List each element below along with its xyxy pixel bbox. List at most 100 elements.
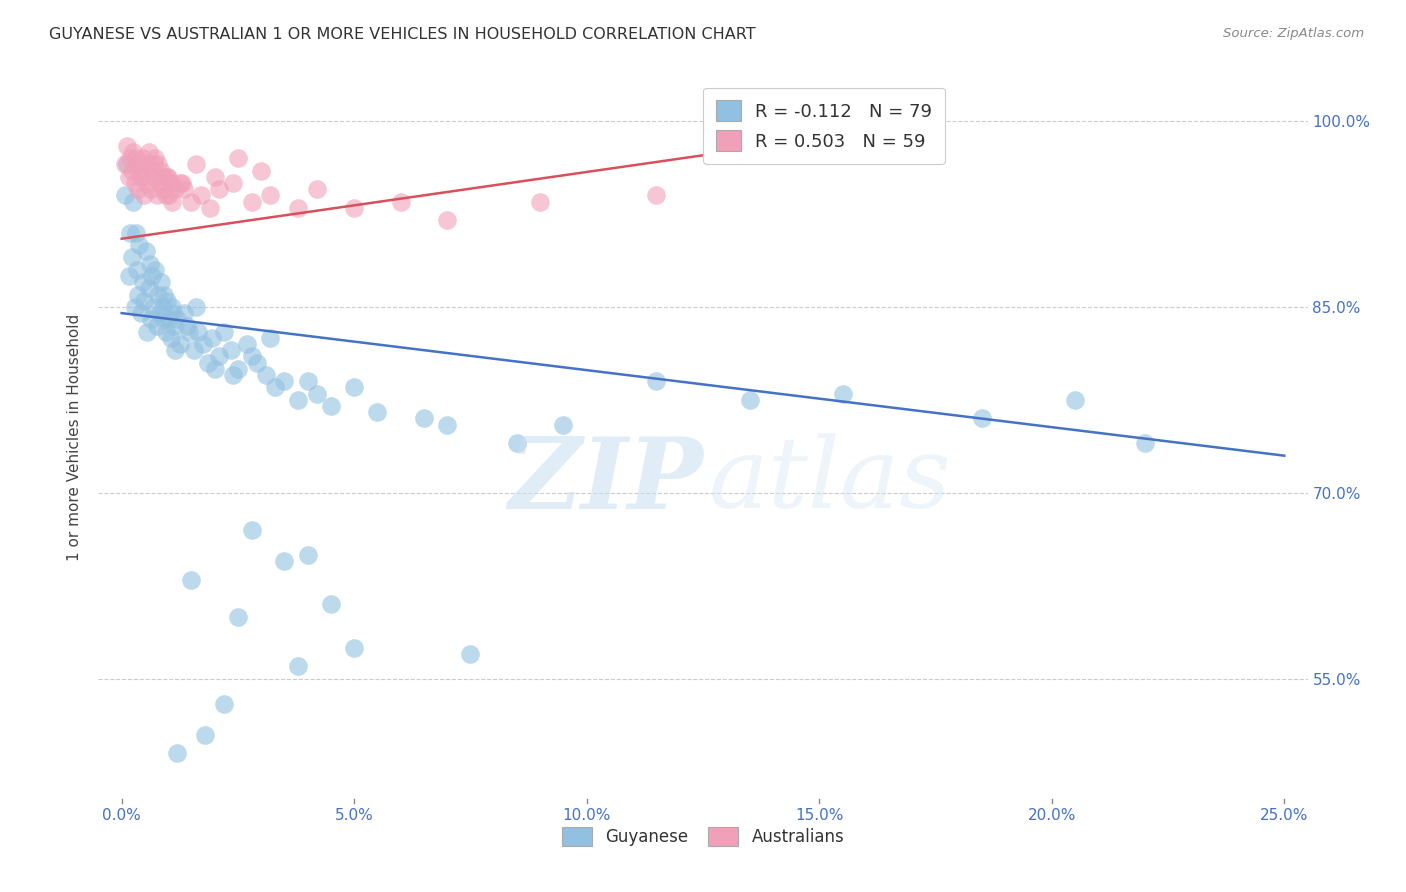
Point [855, 108, 877, 122]
Point [343, 380, 366, 394]
Point [212, 697, 235, 711]
Point [165, 182, 187, 196]
Point [212, 325, 235, 339]
Point [118, 268, 141, 283]
Point [129, 306, 152, 320]
Point [343, 640, 366, 655]
Point [250, 163, 273, 178]
Point [139, 182, 162, 196]
Point [136, 176, 159, 190]
Point [128, 163, 150, 178]
Point [165, 343, 187, 358]
Point [149, 306, 172, 320]
Point [254, 368, 277, 383]
Point [159, 176, 181, 190]
Point [156, 169, 179, 184]
Point [152, 287, 174, 301]
Point [169, 176, 191, 190]
Point [160, 300, 183, 314]
Point [121, 163, 143, 178]
Point [970, 411, 993, 425]
Point [264, 380, 287, 394]
Point [222, 368, 245, 383]
Point [297, 374, 319, 388]
Point [138, 281, 160, 295]
Point [166, 746, 188, 760]
Point [143, 151, 166, 165]
Point [135, 244, 157, 259]
Point [187, 325, 209, 339]
Point [146, 287, 169, 301]
Point [149, 176, 172, 190]
Point [343, 201, 366, 215]
Point [136, 325, 159, 339]
Point [287, 392, 309, 407]
Point [436, 213, 458, 227]
Point [162, 306, 184, 320]
Point [124, 300, 146, 314]
Point [208, 350, 231, 364]
Point [245, 356, 267, 370]
Point [179, 325, 201, 339]
Point [139, 312, 162, 326]
Point [460, 647, 482, 661]
Point [831, 386, 853, 401]
Point [135, 157, 157, 171]
Point [142, 300, 165, 314]
Point [122, 194, 145, 209]
Point [153, 312, 176, 326]
Point [273, 554, 295, 568]
Point [240, 523, 263, 537]
Point [131, 275, 153, 289]
Point [118, 151, 141, 165]
Point [143, 262, 166, 277]
Point [152, 300, 174, 314]
Point [159, 331, 181, 345]
Point [118, 169, 141, 184]
Point [226, 362, 249, 376]
Point [222, 176, 245, 190]
Point [645, 188, 668, 202]
Point [132, 188, 155, 202]
Point [163, 318, 186, 333]
Point [117, 138, 139, 153]
Point [172, 176, 194, 190]
Point [305, 182, 328, 196]
Point [319, 598, 342, 612]
Point [506, 436, 529, 450]
Point [124, 151, 146, 165]
Point [553, 417, 575, 432]
Point [208, 182, 231, 196]
Point [160, 194, 183, 209]
Text: atlas: atlas [709, 434, 952, 529]
Point [194, 728, 217, 742]
Point [287, 201, 309, 215]
Point [240, 194, 263, 209]
Point [204, 169, 226, 184]
Point [240, 350, 263, 364]
Legend: Guyanese, Australians: Guyanese, Australians [555, 821, 851, 853]
Point [183, 343, 205, 358]
Text: ZIP: ZIP [508, 433, 703, 529]
Point [114, 188, 136, 202]
Point [141, 268, 163, 283]
Point [190, 188, 212, 202]
Point [413, 411, 436, 425]
Point [924, 108, 946, 122]
Point [169, 337, 191, 351]
Point [150, 275, 173, 289]
Point [184, 300, 207, 314]
Point [287, 659, 309, 673]
Point [226, 610, 249, 624]
Point [127, 287, 149, 301]
Point [297, 548, 319, 562]
Point [146, 157, 169, 171]
Point [738, 392, 761, 407]
Point [138, 256, 160, 270]
Point [166, 312, 188, 326]
Point [184, 157, 207, 171]
Point [273, 374, 295, 388]
Point [143, 157, 166, 171]
Point [198, 201, 221, 215]
Point [121, 250, 143, 264]
